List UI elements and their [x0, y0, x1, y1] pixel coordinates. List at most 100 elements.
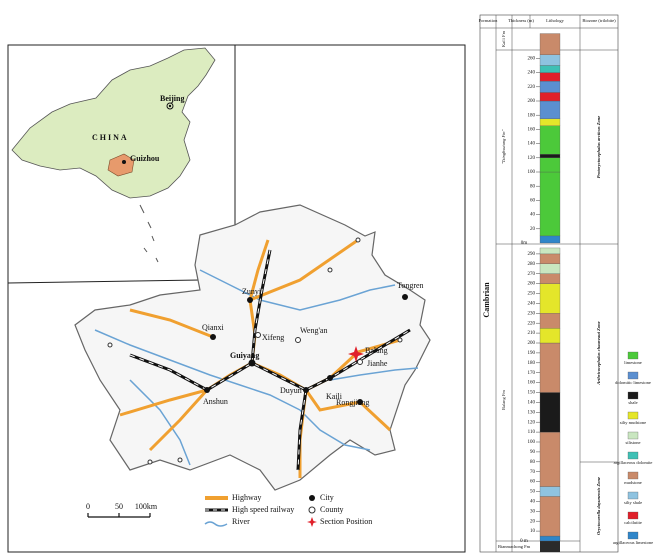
thickness-label: 190: [528, 351, 536, 356]
county: [355, 237, 361, 243]
lithology-layer: [539, 65, 561, 73]
legend-label: High speed railway: [232, 505, 294, 514]
thickness-label: 120: [528, 156, 536, 161]
thickness-label: 200: [528, 99, 536, 104]
legend-swatch: [307, 517, 317, 527]
railways: [129, 249, 411, 471]
capital-marker: [168, 104, 172, 108]
place-label: Anshun: [203, 397, 228, 406]
thickness-label: 180: [528, 113, 536, 118]
thickness-label: 60: [530, 199, 536, 204]
lithology-legend-label: mudstone: [624, 480, 642, 485]
rivers: [94, 269, 419, 466]
place-label: Xifeng: [262, 333, 284, 342]
thickness-label: 170: [528, 371, 536, 376]
thickness-label: 40: [530, 213, 536, 218]
lithology-legend-label: silty shale: [624, 500, 642, 505]
lithology-swatch: [627, 531, 639, 540]
scale-label: 100km: [135, 502, 158, 511]
county: [295, 337, 301, 343]
thickness-label: 80: [530, 184, 536, 189]
thickness-label: 10: [530, 529, 536, 534]
lithology-layer: [539, 247, 561, 255]
lithology-layer: [539, 327, 561, 344]
lithology-legend-label: siltstone: [625, 440, 640, 445]
legend-label: City: [320, 493, 334, 502]
city: [303, 387, 309, 393]
guizhou-inset: [107, 153, 135, 177]
thickness-label: 140: [528, 142, 536, 147]
lithology-swatch: [627, 471, 639, 480]
china-outline: [11, 47, 216, 199]
place-label: Guiyang: [230, 351, 259, 360]
lithology-layer: [539, 283, 561, 314]
lithology-swatch: [627, 411, 639, 420]
thickness-label: 230: [528, 311, 536, 316]
inset-label: Guizhou: [130, 154, 160, 163]
thickness-label: 200: [528, 341, 536, 346]
formation-label: Balang Fm: [501, 390, 506, 410]
zone-label: Oryctocarella duyunensis Zone: [596, 477, 601, 535]
section-marker: [348, 346, 364, 362]
place-label: Balang: [365, 346, 388, 355]
city: [204, 387, 210, 393]
zone-label: Protoryctocephalus arcticus Zone: [596, 116, 601, 179]
column-header: Thickness (m): [508, 18, 534, 23]
thickness-label: 250: [528, 292, 536, 297]
lithology-layer: [539, 92, 561, 102]
thickness-label: 220: [528, 321, 536, 326]
lithology-layer: [539, 80, 561, 93]
column-header: Formation: [479, 18, 498, 23]
thickness-label: 100: [528, 170, 536, 175]
thickness-label: 260: [528, 282, 536, 287]
city: [247, 297, 253, 303]
thickness-label: 280: [528, 262, 536, 267]
lithology-layer: [539, 273, 561, 284]
lithology-legend-label: dolomitic limestone: [615, 380, 651, 385]
lithology-legend-label: argillaceous limestone: [613, 540, 653, 545]
legend-swatch: [204, 521, 228, 527]
system-label: Cambrian: [482, 282, 491, 318]
river: [199, 269, 396, 311]
legend-swatch: [308, 506, 316, 514]
lithology-layer: [539, 253, 561, 264]
place-label: Kaili: [326, 392, 343, 401]
lithology-layer: [539, 342, 561, 393]
thickness-label: 150: [528, 391, 536, 396]
thickness-label: 30: [530, 509, 536, 514]
city: [210, 334, 216, 340]
county: [107, 342, 113, 348]
legend-swatch: [309, 495, 315, 501]
thickness-label: 120: [528, 420, 536, 425]
lithology-layer: [539, 392, 561, 433]
place-label: Jianhe: [367, 359, 388, 368]
lithology-legend-label: limestone: [624, 360, 642, 365]
river: [329, 367, 419, 381]
thickness-label: 210: [528, 331, 536, 336]
thickness-label: 100: [528, 440, 536, 445]
county: [397, 337, 403, 343]
thickness-label: 80: [530, 460, 536, 465]
lithology-layer: [539, 154, 561, 158]
thickness-label: 240: [528, 71, 536, 76]
lithology-layer: [539, 313, 561, 329]
column-header: Biozone (trilobite): [582, 18, 616, 23]
lithology-layer: [539, 72, 561, 82]
thickness-label: 20: [530, 519, 536, 524]
thickness-zero: 0 m: [520, 539, 528, 544]
thickness-label: 160: [528, 381, 536, 386]
lithology-swatch: [627, 451, 639, 460]
inset-border: [7, 279, 201, 284]
lithology-layer: [539, 118, 561, 126]
column-header: Lithology: [546, 18, 564, 23]
legend-label: Highway: [232, 493, 261, 502]
lithology-legend-label: silty mudstone: [620, 420, 646, 425]
lithology-legend-label: calcilutite: [624, 520, 642, 525]
capital-marker: [166, 102, 174, 110]
thickness-label: 40: [530, 500, 536, 505]
lithology-layer: [539, 235, 561, 244]
lithology-layer: [539, 100, 561, 119]
lithology-layer: [539, 125, 561, 155]
